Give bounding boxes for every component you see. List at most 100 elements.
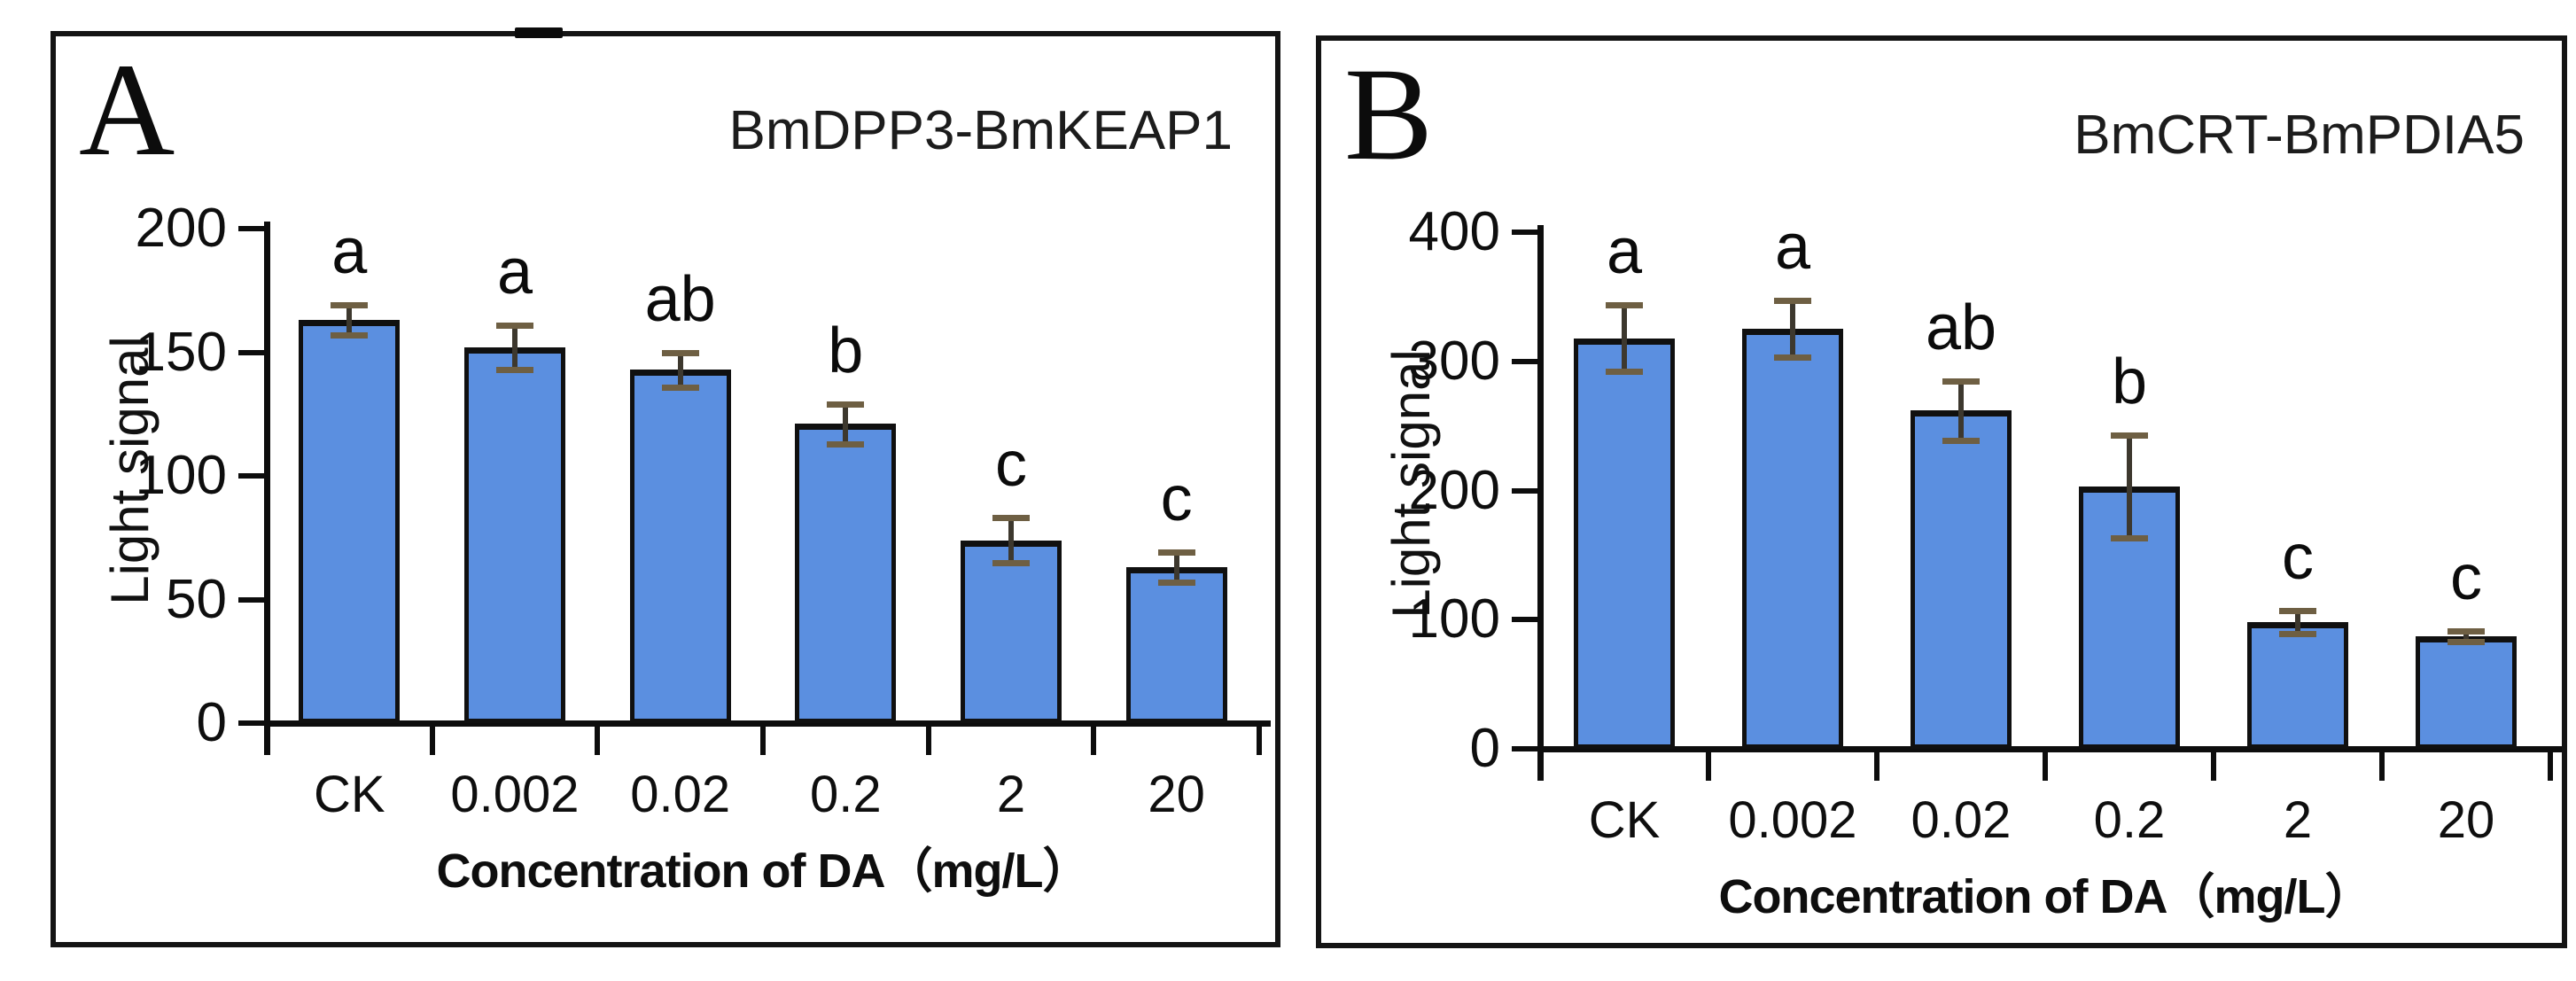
- error-bar-bottom-cap: [2448, 639, 2485, 646]
- x-tick-mark: [1257, 723, 1262, 755]
- x-tick-mark: [2548, 749, 2553, 781]
- significance-letter: c: [995, 429, 1027, 501]
- error-bar-bottom-cap: [1942, 437, 1980, 444]
- x-tick-mark: [925, 723, 931, 755]
- x-tick-mark: [2379, 749, 2385, 781]
- error-bar-top-cap: [2279, 608, 2316, 615]
- significance-letter: a: [1774, 212, 1811, 284]
- error-bar-line: [1173, 552, 1179, 582]
- bar: [464, 346, 565, 723]
- error-bar-bottom-cap: [992, 559, 1030, 566]
- y-tick-mark: [1512, 487, 1540, 494]
- y-tick-label: 50: [166, 568, 227, 630]
- y-tick-mark: [1512, 230, 1540, 235]
- y-tick-mark: [238, 349, 267, 355]
- error-bar-line: [1790, 300, 1795, 358]
- y-axis-line: [264, 222, 270, 755]
- error-bar-bottom-cap: [1606, 369, 1643, 376]
- x-tick-mark: [1874, 749, 1879, 781]
- error-bar-top-cap: [496, 322, 533, 329]
- error-bar-top-cap: [1606, 301, 1643, 308]
- y-tick-label: 200: [135, 198, 227, 259]
- x-tick-label: 0.02: [630, 766, 731, 823]
- significance-letter: a: [496, 236, 533, 308]
- error-bar-line: [2295, 611, 2300, 635]
- error-bar-line: [512, 324, 518, 370]
- error-bar-top-cap: [1774, 298, 1811, 305]
- y-tick-label: 0: [196, 692, 227, 753]
- error-bar-top-cap: [2448, 628, 2485, 635]
- error-bar-line: [2463, 631, 2469, 642]
- panel-a-letter: A: [79, 36, 175, 183]
- x-tick-label: 0.2: [2093, 791, 2166, 849]
- error-bar-line: [843, 404, 849, 444]
- error-bar-bottom-cap: [1774, 354, 1811, 362]
- error-bar-bottom-cap: [2111, 535, 2148, 542]
- y-tick-label: 100: [135, 445, 227, 506]
- error-bar-bottom-cap: [827, 440, 865, 448]
- significance-letter: c: [2450, 542, 2482, 614]
- panel-a-title: BmDPP3-BmKEAP1: [728, 100, 1233, 161]
- x-tick-label: CK: [314, 766, 385, 823]
- y-tick-mark: [1512, 746, 1540, 751]
- top-border-artifact: [515, 27, 563, 38]
- significance-letter: c: [1160, 463, 1193, 535]
- y-tick-mark: [238, 596, 267, 603]
- y-tick-mark: [238, 720, 267, 726]
- x-tick-label: 0.002: [450, 766, 580, 823]
- x-tick-mark: [2211, 749, 2216, 781]
- x-tick-label: 2: [2283, 791, 2313, 849]
- x-tick-mark: [760, 723, 766, 755]
- bar: [1911, 410, 2012, 749]
- x-axis-line: [264, 720, 1271, 727]
- significance-letter: b: [2111, 346, 2148, 417]
- x-tick-label: 0.02: [1911, 791, 2012, 849]
- error-bar-line: [1958, 380, 1964, 440]
- x-axis-title: Concentration of DA（mg/L）: [1718, 870, 2373, 923]
- significance-letter: a: [331, 216, 368, 288]
- bar: [299, 320, 401, 723]
- significance-letter: ab: [644, 263, 716, 335]
- bar: [1742, 329, 1843, 749]
- error-bar-top-cap: [2111, 432, 2148, 439]
- bar: [1125, 567, 1227, 723]
- x-tick-mark: [429, 723, 435, 755]
- y-tick-label: 400: [1408, 201, 1500, 262]
- error-bar-bottom-cap: [1157, 579, 1195, 586]
- error-bar-top-cap: [331, 302, 369, 309]
- x-axis-title: Concentration of DA（mg/L）: [436, 845, 1091, 898]
- significance-letter: c: [2282, 522, 2314, 594]
- y-tick-label: 300: [1408, 330, 1500, 392]
- panel-b-title: BmCRT-BmPDIA5: [2074, 105, 2525, 166]
- error-bar-bottom-cap: [496, 367, 533, 374]
- x-tick-mark: [595, 723, 601, 755]
- x-tick-mark: [1706, 749, 1711, 781]
- x-tick-label: 2: [996, 766, 1026, 823]
- significance-letter: b: [828, 315, 864, 387]
- bar: [1574, 338, 1675, 749]
- error-bar-top-cap: [992, 515, 1030, 522]
- error-bar-top-cap: [827, 401, 865, 409]
- error-bar-line: [677, 352, 683, 387]
- error-bar-bottom-cap: [2279, 631, 2316, 638]
- error-bar-top-cap: [661, 349, 699, 356]
- y-tick-mark: [1512, 617, 1540, 623]
- error-bar-bottom-cap: [331, 331, 369, 339]
- x-tick-label: 20: [1148, 766, 1205, 823]
- error-bar-line: [1622, 304, 1627, 372]
- x-tick-label: 20: [2437, 791, 2495, 849]
- y-axis-line: [1537, 225, 1544, 781]
- significance-letter: ab: [1925, 292, 1997, 363]
- bar: [2416, 636, 2517, 749]
- x-tick-label: 0.002: [1728, 791, 1857, 849]
- x-tick-label: CK: [1588, 791, 1661, 849]
- y-tick-label: 150: [135, 321, 227, 383]
- error-bar-line: [2127, 434, 2132, 539]
- x-axis-line: [1537, 746, 2562, 752]
- error-bar-bottom-cap: [661, 384, 699, 391]
- panel-b-letter: B: [1344, 41, 1434, 188]
- y-tick-label: 0: [1469, 718, 1500, 779]
- panel-b: B BmCRT-BmPDIA5 Light signal 0 100 200 300 4…: [1316, 35, 2567, 948]
- bar: [961, 540, 1062, 723]
